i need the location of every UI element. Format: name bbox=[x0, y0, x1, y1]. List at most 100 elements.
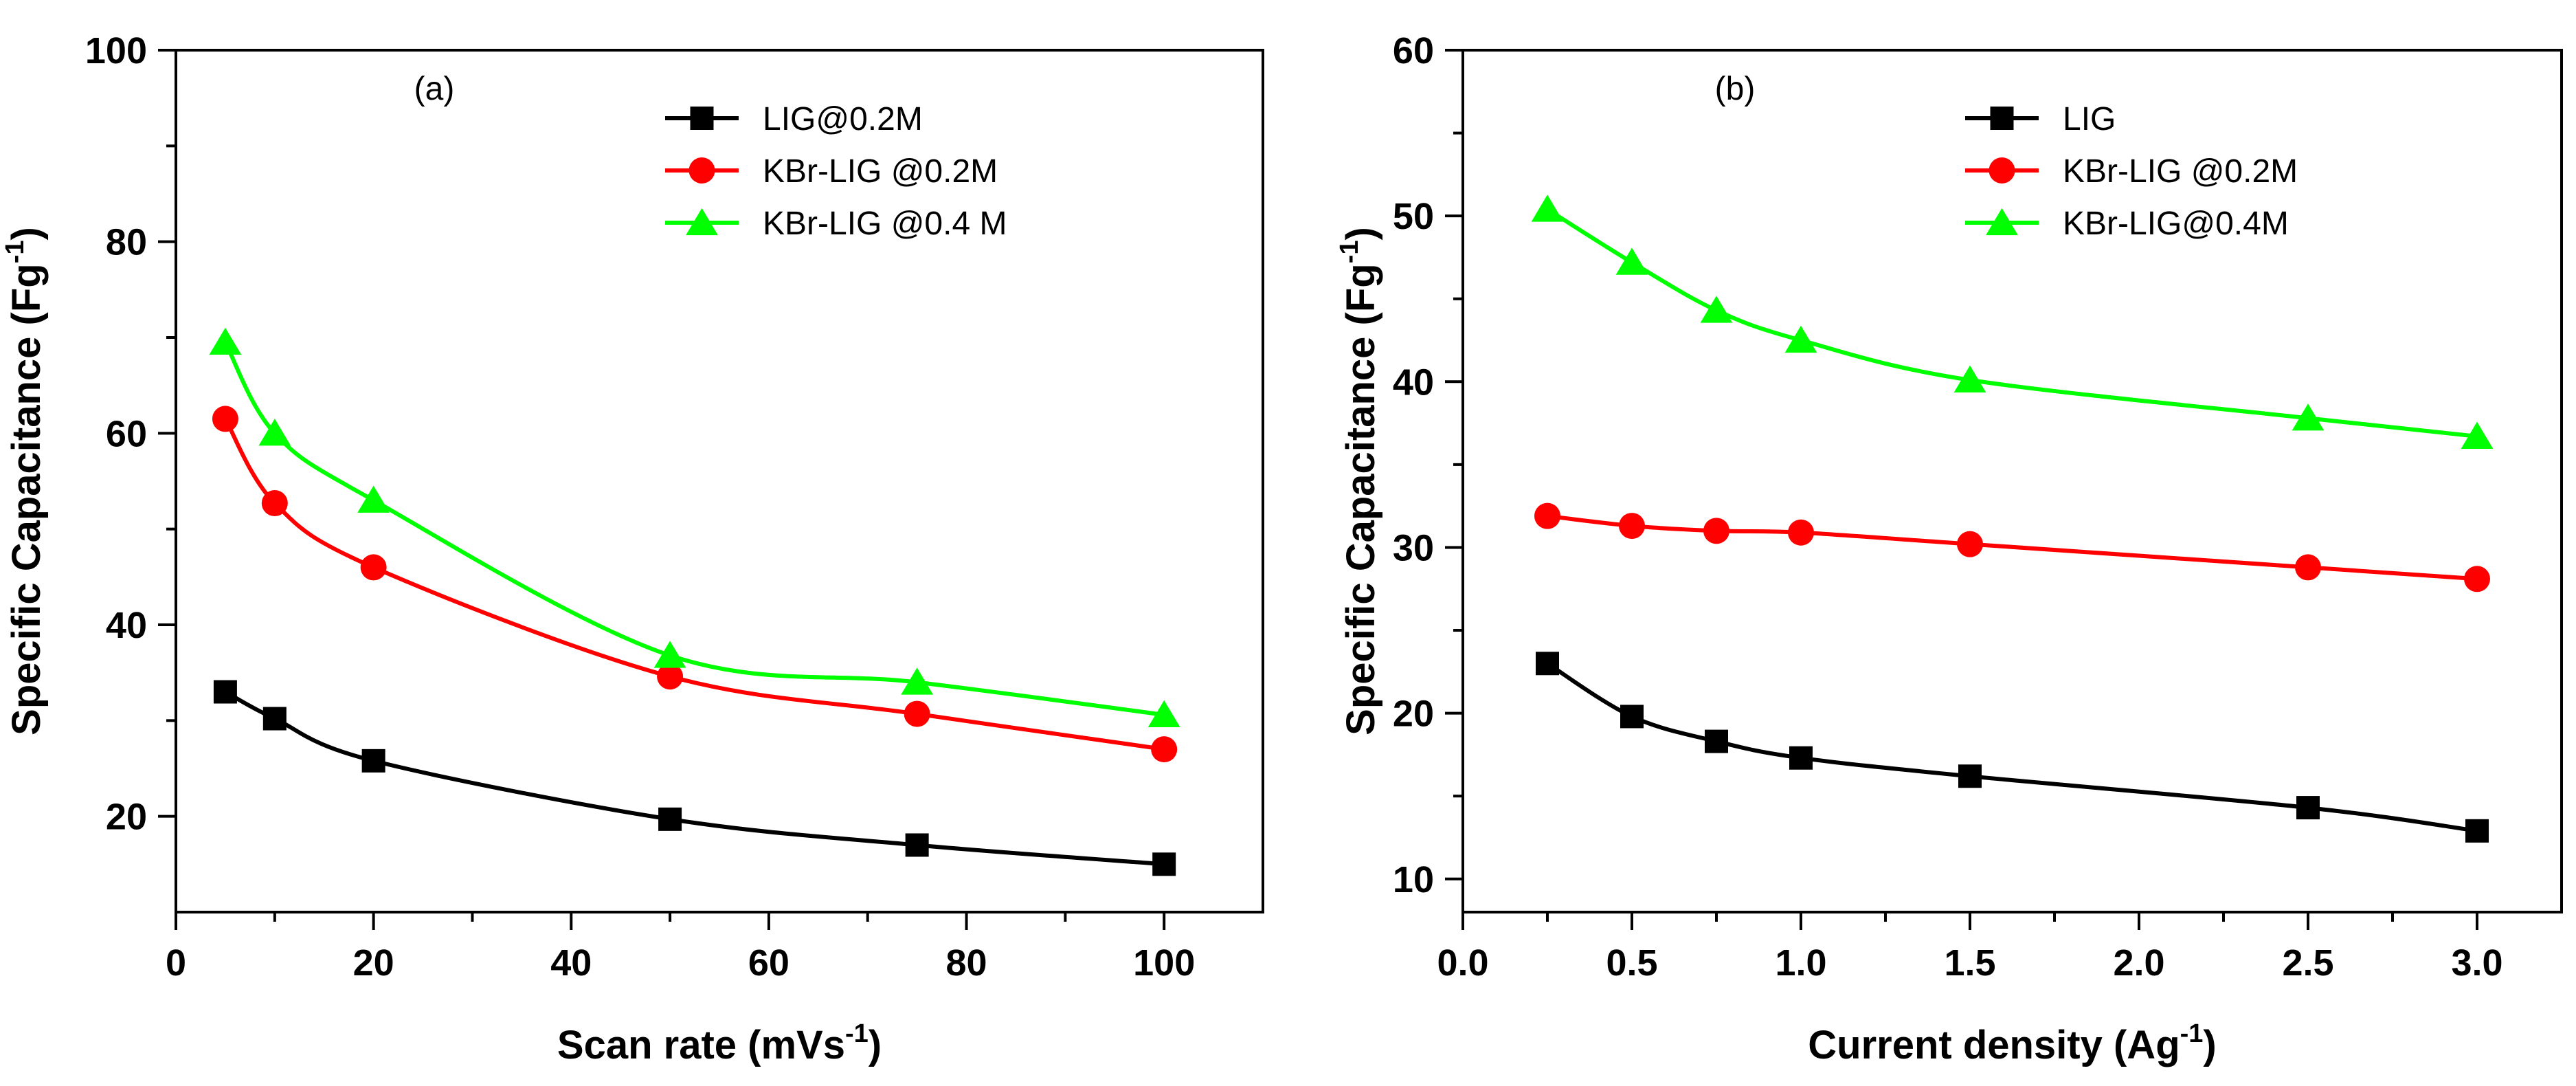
x-tick-label: 2.5 bbox=[2282, 942, 2333, 984]
data-point-series-3 bbox=[1953, 365, 1986, 392]
legend-marker-3 bbox=[1986, 208, 2018, 236]
plot-frame bbox=[175, 49, 1264, 913]
x-tick-label: 80 bbox=[946, 942, 987, 984]
data-point-series-2 bbox=[657, 663, 684, 690]
x-tick-label: 40 bbox=[550, 942, 592, 984]
x-axis-title: Scan rate (mVs-1) bbox=[557, 1019, 882, 1067]
data-point-series-3 bbox=[2461, 421, 2494, 449]
data-point-series-3 bbox=[653, 641, 686, 668]
y-axis-title-close: ) bbox=[1339, 227, 1383, 240]
x-tick-label: 3.0 bbox=[2451, 942, 2502, 984]
data-point-series-1 bbox=[262, 707, 287, 731]
data-point-series-1 bbox=[2296, 796, 2320, 820]
data-point-series-3 bbox=[2292, 403, 2325, 431]
y-tick-label: 40 bbox=[1393, 362, 1434, 403]
plot-frame bbox=[1461, 49, 2563, 913]
legend-label-1: LIG@0.2M bbox=[763, 101, 923, 137]
legend-marker-2 bbox=[688, 157, 715, 184]
y-axis-title-superscript: -1 bbox=[1335, 240, 1364, 263]
data-point-series-1 bbox=[2465, 819, 2489, 843]
legend-label-1: LIG bbox=[2063, 101, 2116, 137]
y-axis-title-superscript: -1 bbox=[1, 240, 30, 263]
y-axis-title: Specific Capacitance (Fg-1) bbox=[1, 227, 49, 735]
x-tick-label: 2.0 bbox=[2113, 942, 2164, 984]
x-tick-label: 20 bbox=[353, 942, 394, 984]
data-point-series-3 bbox=[357, 485, 390, 513]
series-line-1 bbox=[223, 689, 1167, 867]
data-point-series-1 bbox=[361, 749, 385, 773]
legend-label-2: KBr-LIG @0.2M bbox=[763, 153, 998, 190]
legend-marker-1 bbox=[690, 107, 714, 130]
y-tick-label: 40 bbox=[106, 605, 147, 646]
legend-marker-3 bbox=[686, 208, 718, 236]
data-point-series-3 bbox=[901, 667, 934, 695]
data-point-series-2 bbox=[1703, 518, 1729, 544]
data-point-series-1 bbox=[1789, 746, 1813, 770]
data-point-series-3 bbox=[209, 327, 242, 355]
y-tick-label: 60 bbox=[1393, 30, 1434, 71]
series-line-3 bbox=[1545, 207, 2479, 439]
x-axis-title-close: ) bbox=[869, 1023, 882, 1067]
data-point-series-2 bbox=[1619, 513, 1645, 540]
data-point-series-2 bbox=[1534, 502, 1560, 529]
y-axis-title: Specific Capacitance (Fg-1) bbox=[1335, 227, 1383, 735]
data-point-series-1 bbox=[1536, 652, 1559, 676]
data-point-series-3 bbox=[1531, 195, 1564, 222]
y-axis-title-text: Specific Capacitance (Fg bbox=[1339, 263, 1383, 735]
legend-label-3: KBr-LIG @0.4 M bbox=[763, 206, 1007, 242]
data-point-series-2 bbox=[1957, 531, 1983, 557]
y-tick-label: 100 bbox=[85, 30, 147, 71]
data-point-series-2 bbox=[904, 700, 930, 727]
x-tick-label: 60 bbox=[748, 942, 789, 984]
data-point-series-2 bbox=[1788, 519, 1814, 546]
x-tick-label: 0.0 bbox=[1437, 942, 1488, 984]
legend-marker-1 bbox=[1990, 107, 2014, 130]
y-axis-title-close: ) bbox=[4, 227, 49, 240]
data-point-series-3 bbox=[1700, 296, 1733, 323]
y-tick-label: 80 bbox=[106, 222, 147, 263]
data-point-series-2 bbox=[2464, 566, 2490, 592]
x-axis-title-text: Scan rate (mVs bbox=[557, 1023, 845, 1067]
y-axis-title-text: Specific Capacitance (Fg bbox=[4, 263, 49, 735]
data-point-series-1 bbox=[213, 680, 237, 704]
y-tick-label: 50 bbox=[1393, 196, 1434, 237]
legend-marker-2 bbox=[1989, 157, 2015, 184]
data-point-series-3 bbox=[1615, 247, 1648, 275]
data-point-series-2 bbox=[1151, 736, 1178, 763]
x-axis-title: Current density (Ag-1) bbox=[1808, 1019, 2217, 1067]
data-point-series-2 bbox=[2295, 554, 2321, 581]
chart-panel-b: 0.0 0.5 1.0 1.5 2.0 2.5 3.0 10 20 30 40 50 60 Current… bbox=[1335, 30, 2563, 1067]
y-tick-label: 60 bbox=[106, 413, 147, 454]
x-tick-label: 100 bbox=[1133, 942, 1195, 984]
data-point-series-1 bbox=[658, 807, 682, 831]
x-tick-label: 1.5 bbox=[1944, 942, 1995, 984]
series-line-1 bbox=[1545, 661, 2479, 833]
y-tick-label: 10 bbox=[1393, 859, 1434, 900]
x-axis-title-text: Current density (Ag bbox=[1808, 1023, 2180, 1067]
x-axis-title-superscript: -1 bbox=[845, 1019, 869, 1048]
y-tick-label: 20 bbox=[106, 797, 147, 838]
x-tick-label: 0.5 bbox=[1606, 942, 1657, 984]
data-point-series-3 bbox=[1147, 700, 1180, 728]
data-point-series-1 bbox=[1705, 729, 1728, 753]
data-point-series-2 bbox=[360, 554, 387, 581]
legend-label-2: KBr-LIG @0.2M bbox=[2063, 153, 2298, 190]
legend-label-3: KBr-LIG@0.4M bbox=[2063, 206, 2289, 242]
panel-label: (b) bbox=[1715, 71, 1756, 107]
x-tick-label: 0 bbox=[166, 942, 186, 984]
x-tick-label: 1.0 bbox=[1775, 942, 1826, 984]
data-point-series-3 bbox=[258, 419, 291, 446]
y-tick-label: 20 bbox=[1393, 694, 1434, 735]
data-point-series-1 bbox=[1620, 705, 1644, 729]
x-axis-title-superscript: -1 bbox=[2180, 1019, 2204, 1048]
panel-label: (a) bbox=[414, 71, 455, 107]
data-point-series-2 bbox=[261, 490, 288, 517]
y-tick-label: 30 bbox=[1393, 527, 1434, 568]
data-point-series-1 bbox=[905, 833, 929, 857]
data-point-series-1 bbox=[1152, 852, 1176, 876]
data-point-series-1 bbox=[1958, 764, 1982, 788]
series-line-2 bbox=[1545, 513, 2479, 581]
series-line-3 bbox=[223, 340, 1167, 717]
